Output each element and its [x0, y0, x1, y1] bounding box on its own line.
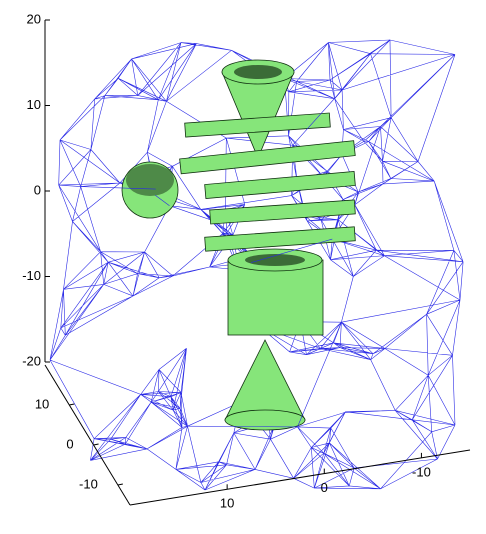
y-tick-label: 10: [35, 396, 49, 411]
top-cone: [222, 72, 294, 158]
sphere-shade: [126, 164, 174, 196]
y-tick-label: -10: [79, 476, 98, 491]
bottom-cone: [225, 340, 305, 420]
z-tick-label: 10: [27, 97, 41, 112]
chart: 20 10 0 -10 -20 10 0 -10 10 0 -10: [0, 0, 486, 534]
z-tick-label: 0: [34, 182, 41, 197]
top-cone-hole: [234, 65, 282, 79]
y-tick: [118, 484, 123, 485]
disk: [210, 200, 356, 224]
ticks: 20 10 0 -10 -20 10 0 -10 10 0 -10: [22, 11, 431, 510]
y-tick-label: 0: [66, 436, 73, 451]
x-tick-label: -10: [412, 464, 431, 479]
y-tick: [94, 444, 99, 445]
z-tick-label: -10: [22, 268, 41, 283]
disk: [205, 171, 356, 198]
z-tick-label: -20: [22, 353, 41, 368]
y-tick: [69, 404, 74, 405]
z-tick-label: 20: [27, 11, 41, 26]
x-tick-label: 0: [321, 480, 328, 495]
shapes: [122, 60, 355, 430]
x-tick-label: 10: [220, 496, 234, 511]
